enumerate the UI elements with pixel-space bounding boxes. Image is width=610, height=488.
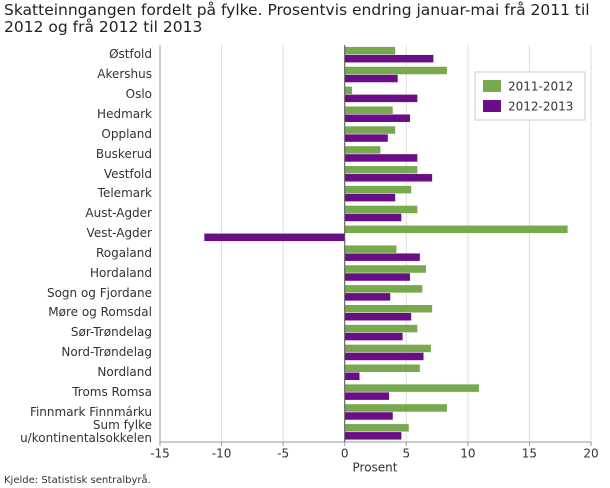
bar xyxy=(344,392,390,400)
y-tick-label: Rogaland xyxy=(95,245,152,260)
y-tick-label: Buskerud xyxy=(95,146,152,161)
bar xyxy=(344,146,381,154)
y-tick-label: Nordland xyxy=(97,365,152,380)
legend-swatch xyxy=(483,100,501,112)
bar xyxy=(344,134,388,142)
bar xyxy=(344,285,423,293)
bar xyxy=(344,424,409,432)
bar xyxy=(344,352,424,361)
y-tick-label: Sogn og Fjordane xyxy=(46,285,152,300)
bar xyxy=(344,106,393,114)
y-tick-label: Østfold xyxy=(109,47,152,62)
bar xyxy=(344,54,434,63)
bar xyxy=(344,66,447,75)
bar xyxy=(344,205,418,214)
legend-label: 2012-2013 xyxy=(508,100,573,114)
bar xyxy=(344,332,403,341)
y-tick-label: Møre og Romsdal xyxy=(48,305,152,320)
x-tick-label: -15 xyxy=(150,447,170,461)
bar xyxy=(344,114,410,122)
x-tick-label: 15 xyxy=(522,447,537,461)
bar xyxy=(344,324,418,333)
bar xyxy=(344,344,431,353)
x-tick-label: -5 xyxy=(277,447,289,461)
bar xyxy=(344,404,447,412)
bar xyxy=(344,86,353,95)
x-tick-label: 10 xyxy=(460,447,475,461)
x-tick-label: 5 xyxy=(402,447,410,461)
bar xyxy=(344,154,418,162)
legend-swatch xyxy=(483,80,501,92)
bar xyxy=(344,126,396,134)
bar xyxy=(344,225,568,234)
y-tick-label: Vestfold xyxy=(103,166,152,181)
bar xyxy=(344,273,410,281)
bar xyxy=(344,253,420,261)
bar xyxy=(344,384,479,392)
bar xyxy=(344,46,396,55)
y-tick-label: Akershus xyxy=(97,67,152,82)
bar xyxy=(344,174,433,182)
y-tick-label: Nord-Trøndelag xyxy=(61,345,152,360)
bar xyxy=(344,412,393,420)
y-tick-label: Aust-Agder xyxy=(85,206,152,221)
bar xyxy=(344,94,418,103)
bar xyxy=(344,432,402,440)
bar xyxy=(344,304,433,313)
bar xyxy=(344,293,391,301)
y-tick-label: Finnmark Finnmárku xyxy=(29,404,152,419)
bar xyxy=(344,185,412,194)
y-tick-label: Oppland xyxy=(101,126,152,141)
bar xyxy=(344,245,397,253)
legend-label: 2011-2012 xyxy=(508,80,573,94)
y-tick-label: Troms Romsa xyxy=(72,384,152,399)
x-tick-label: 20 xyxy=(583,447,598,461)
chart-title: Skatteinngangen fordelt på fylke. Prosen… xyxy=(4,1,590,36)
bar xyxy=(204,233,345,242)
x-tick-label: 0 xyxy=(341,447,349,461)
y-tick-label: Hordaland xyxy=(90,265,152,280)
y-tick-label: Hedmark xyxy=(97,106,152,121)
bar xyxy=(344,312,412,321)
bar xyxy=(344,166,418,174)
bar xyxy=(344,213,402,222)
y-tick-label: Sør-Trøndelag xyxy=(70,325,152,340)
bar xyxy=(344,372,360,381)
bar xyxy=(344,265,426,273)
x-axis-label: Prosent xyxy=(353,461,398,475)
bar xyxy=(344,364,420,373)
y-tick-label: Sum fylke u/kontinentalsokkelen xyxy=(20,418,152,446)
y-tick-label: Oslo xyxy=(125,87,152,102)
y-tick-label: Telemark xyxy=(97,186,152,201)
bar xyxy=(344,193,396,202)
source: Kjelde: Statistisk sentralbyrå. xyxy=(4,473,151,486)
x-tick-label: -10 xyxy=(212,447,232,461)
y-tick-label: Vest-Agder xyxy=(86,226,152,241)
bar xyxy=(344,74,398,83)
